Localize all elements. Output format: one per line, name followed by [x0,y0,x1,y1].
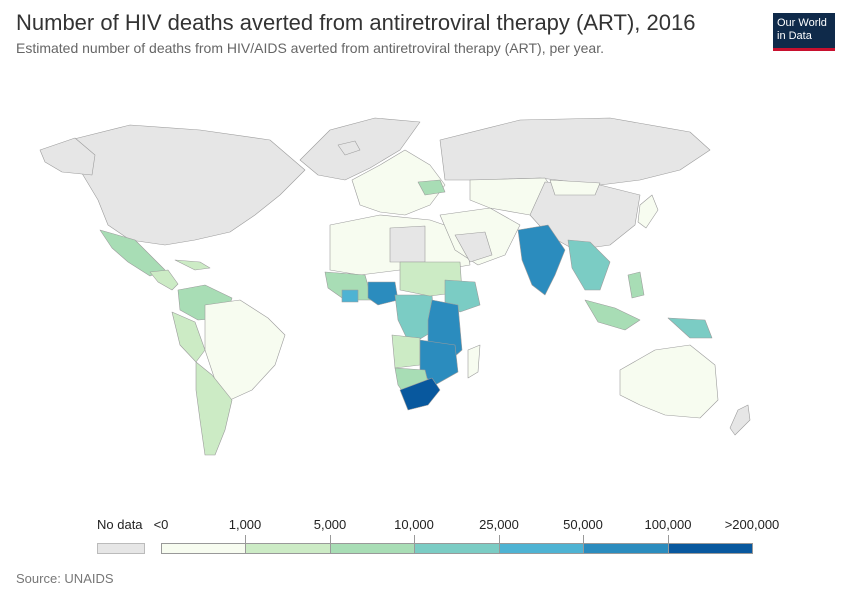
legend-tick-2: 5,000 [313,517,347,532]
source-note: Source: UNAIDS [16,571,114,586]
region-nigeria[interactable] [367,281,399,306]
region-southeast-africa[interactable] [419,339,459,386]
region-russia[interactable] [439,117,711,186]
region-japan[interactable] [637,194,659,229]
region-mongolia[interactable] [549,179,601,196]
legend-separator [583,535,584,554]
legend-bin-6[interactable] [668,543,753,554]
legend-bin-0[interactable] [161,543,246,554]
region-ghana[interactable] [341,289,359,303]
region-southern-cone[interactable] [195,361,233,456]
region-europe[interactable] [351,149,446,216]
legend-tick-7: >200,000 [724,517,780,532]
region-brazil[interactable] [204,299,286,401]
chart-subtitle: Estimated number of deaths from HIV/AIDS… [16,40,604,56]
legend-separator [330,535,331,554]
legend-tick-4: 25,000 [479,517,519,532]
legend-no-data-swatch[interactable] [97,543,145,554]
legend-bin-5[interactable] [583,543,669,554]
region-china[interactable] [529,181,641,251]
region-philippines[interactable] [627,271,645,299]
region-indonesia[interactable] [584,299,641,331]
region-greenland[interactable] [299,117,421,181]
legend-tick-0: <0 [153,517,169,532]
region-south-africa[interactable] [399,377,441,411]
region-new-zealand[interactable] [729,404,751,436]
legend-tick-5: 50,000 [563,517,603,532]
legend-separator [414,535,415,554]
legend-bin-2[interactable] [330,543,415,554]
world-map[interactable] [0,110,850,470]
region-alaska[interactable] [39,137,96,176]
legend-tick-3: 10,000 [394,517,434,532]
region-north-america[interactable] [69,124,306,246]
region-west-africa[interactable] [324,271,373,301]
owid-logo[interactable]: Our World in Data [773,13,835,51]
legend-tick-6: 100,000 [644,517,692,532]
legend-bin-4[interactable] [499,543,584,554]
legend-separator [499,535,500,554]
legend-tick-1: 1,000 [228,517,262,532]
legend-bin-1[interactable] [245,543,331,554]
region-australia[interactable] [619,344,719,419]
region-southeast-asia[interactable] [567,239,611,291]
region-iceland[interactable] [337,140,361,156]
chart-title: Number of HIV deaths averted from antire… [16,10,696,35]
region-ukraine[interactable] [417,179,446,196]
region-angola[interactable] [391,334,421,369]
region-madagascar[interactable] [467,344,481,379]
region-libya[interactable] [389,225,426,263]
region-caribbean[interactable] [174,259,211,271]
region-papua-new-guinea[interactable] [667,317,713,339]
logo-line-2: in Data [777,30,812,42]
logo-line-1: Our World [777,17,827,29]
legend-bin-3[interactable] [414,543,500,554]
legend-separator [245,535,246,554]
legend-separator [668,535,669,554]
region-india[interactable] [517,224,566,296]
legend-no-data-label: No data [97,517,143,532]
region-western-south-america[interactable] [171,311,206,363]
region-central-america[interactable] [149,269,179,291]
region-saudi-arabia[interactable] [454,231,493,263]
color-legend: No data <0 1,000 5,000 10,000 25,000 50,… [0,510,850,560]
